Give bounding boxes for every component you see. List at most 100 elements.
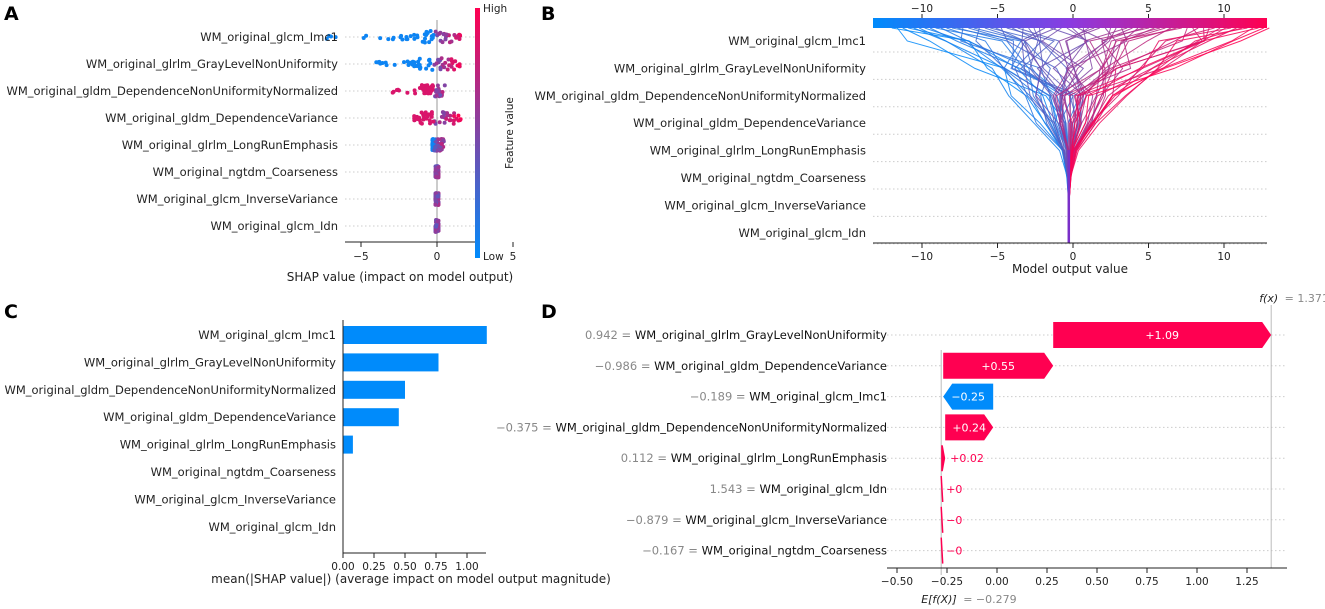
beeswarm-point bbox=[437, 31, 442, 36]
panel-letter-b: B bbox=[541, 3, 555, 25]
mean-abs-feature-label: WM_original_glcm_Imc1 bbox=[198, 328, 336, 342]
beeswarm-point bbox=[430, 137, 435, 142]
beeswarm-point bbox=[429, 112, 434, 117]
beeswarm-point bbox=[377, 59, 382, 64]
beeswarm-point bbox=[430, 83, 435, 88]
efx-value: = −0.279 bbox=[963, 593, 1016, 606]
waterfall-tick-label: 0.50 bbox=[1085, 576, 1108, 588]
decision-feature-label: WM_original_gldm_DependenceVariance bbox=[633, 116, 866, 130]
decision-tick-label: −10 bbox=[911, 251, 933, 263]
beeswarm-point bbox=[452, 67, 457, 72]
beeswarm-point bbox=[445, 113, 450, 118]
decision-line bbox=[1068, 27, 1221, 243]
beeswarm-point bbox=[434, 61, 439, 66]
waterfall-bar bbox=[940, 537, 944, 564]
waterfall-feature-name: WM_original_glrlm_LongRunEmphasis bbox=[671, 451, 887, 465]
decision-top-tick-label: 5 bbox=[1145, 3, 1152, 15]
beeswarm-point bbox=[440, 40, 445, 45]
waterfall-bar-label: −0.25 bbox=[951, 391, 985, 404]
mean-abs-x-label: mean(|SHAP value|) (average impact on mo… bbox=[211, 572, 611, 586]
waterfall-feature-name: WM_original_gldm_DependenceVariance bbox=[654, 359, 887, 373]
decision-feature-label: WM_original_glrlm_LongRunEmphasis bbox=[650, 144, 866, 158]
beeswarm-point bbox=[386, 37, 391, 42]
mean-abs-bar bbox=[343, 326, 487, 344]
beeswarm-point bbox=[440, 90, 445, 94]
beeswarm-feature-label: WM_original_glcm_Imc1 bbox=[200, 30, 338, 44]
decision-plot: −10 −5 0 5 10 WM_original_glcm_Imc1WM_origin… bbox=[534, 3, 1270, 276]
mean-abs-tick-label: 0.00 bbox=[331, 561, 354, 573]
beeswarm-point bbox=[451, 121, 456, 126]
waterfall-bar bbox=[940, 506, 944, 533]
fx-annotation: f(x) = 1.371 bbox=[1259, 292, 1325, 305]
waterfall-equals: = bbox=[539, 420, 556, 434]
panel-letter-a: A bbox=[4, 3, 19, 25]
beeswarm-point bbox=[442, 111, 446, 116]
waterfall-bar-label: +0 bbox=[946, 483, 962, 496]
decision-line bbox=[1068, 27, 1243, 243]
waterfall-chart: +1.09 +0.55 −0.25 +0.24 +0.02 +0 −0 −0 0.942 = … bbox=[496, 292, 1325, 606]
colorbar-low-label: Low bbox=[483, 251, 504, 263]
decision-top-tick-label: 10 bbox=[1217, 3, 1230, 15]
waterfall-feature-name: WM_original_gldm_DependenceNonUniformity… bbox=[555, 420, 887, 434]
beeswarm-point bbox=[439, 56, 444, 61]
beeswarm-feature-label: WM_original_glcm_Idn bbox=[210, 219, 338, 233]
beeswarm-point bbox=[428, 121, 432, 126]
colorbar-label: Feature value bbox=[504, 97, 516, 169]
beeswarm-point bbox=[410, 59, 415, 64]
waterfall-bar bbox=[943, 383, 994, 410]
beeswarm-point bbox=[422, 87, 427, 92]
beeswarm-point bbox=[422, 91, 427, 96]
colorbar-high-label: High bbox=[483, 3, 507, 15]
beeswarm-feature-label: WM_original_gldm_DependenceVariance bbox=[105, 111, 338, 125]
beeswarm-point bbox=[412, 32, 417, 37]
beeswarm-point bbox=[424, 29, 429, 34]
beeswarm-point bbox=[426, 63, 431, 68]
waterfall-feature-value: −0.189 bbox=[690, 390, 733, 404]
beeswarm-point bbox=[449, 57, 454, 62]
beeswarm-point bbox=[452, 114, 456, 118]
beeswarm-point bbox=[425, 90, 430, 95]
decision-tick-label: 10 bbox=[1217, 251, 1230, 263]
beeswarm-point bbox=[447, 118, 452, 123]
waterfall-feature-value: −0.375 bbox=[496, 420, 539, 434]
beeswarm-point bbox=[434, 224, 438, 229]
beeswarm-point bbox=[434, 89, 439, 93]
beeswarm-point bbox=[427, 40, 432, 45]
beeswarm-point bbox=[427, 118, 432, 123]
beeswarm-point bbox=[394, 88, 399, 92]
waterfall-bar bbox=[940, 475, 944, 503]
beeswarm-feature-labels: WM_original_glcm_Imc1 WM_original_glrlm_G… bbox=[6, 30, 338, 233]
beeswarm-point bbox=[419, 121, 424, 126]
mean-abs-x-ticks: 0.00 0.25 0.50 0.75 1.00 bbox=[331, 553, 479, 573]
waterfall-row-label: −0.167 = WM_original_ngtdm_Coarseness bbox=[642, 544, 887, 558]
waterfall-feature-value: −0.986 bbox=[595, 359, 638, 373]
mean-abs-bar bbox=[343, 435, 353, 454]
beeswarm-point bbox=[441, 138, 446, 143]
colorbar bbox=[475, 8, 480, 258]
waterfall-feature-name: WM_original_glrlm_GrayLevelNonUniformity bbox=[635, 328, 887, 342]
beeswarm-point bbox=[438, 65, 443, 70]
beeswarm-point bbox=[453, 59, 458, 64]
beeswarm-point bbox=[415, 35, 420, 40]
beeswarm-point bbox=[434, 191, 439, 196]
beeswarm-feature-label: WM_original_gldm_DependenceNonUniformity… bbox=[6, 84, 338, 98]
decision-feature-label: WM_original_gldm_DependenceNonUniformity… bbox=[534, 89, 866, 103]
waterfall-feature-value: 0.942 bbox=[585, 328, 618, 342]
beeswarm-point bbox=[446, 57, 451, 62]
beeswarm-point bbox=[449, 64, 454, 69]
waterfall-bar-label: +0.24 bbox=[952, 421, 986, 434]
decision-line bbox=[1068, 27, 1199, 243]
beeswarm-point bbox=[442, 83, 447, 88]
decision-line bbox=[908, 27, 1070, 243]
beeswarm-point bbox=[445, 67, 450, 72]
waterfall-tick-label: 1.25 bbox=[1235, 576, 1258, 588]
waterfall-equals: = bbox=[618, 328, 635, 342]
beeswarm-point bbox=[456, 63, 461, 68]
beeswarm-point bbox=[378, 36, 383, 41]
decision-feature-label: WM_original_glrlm_GrayLevelNonUniformity bbox=[614, 61, 866, 75]
beeswarm-point bbox=[431, 87, 435, 92]
efx-annotation: E[f(X)] = −0.279 bbox=[921, 593, 1016, 606]
waterfall-bar bbox=[1053, 322, 1272, 348]
beeswarm-tick-label: −5 bbox=[353, 251, 368, 263]
